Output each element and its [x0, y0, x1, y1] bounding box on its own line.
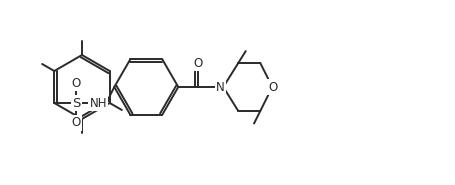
Text: NH: NH	[90, 97, 107, 110]
Text: O: O	[71, 117, 81, 130]
Text: O: O	[71, 77, 81, 90]
Text: O: O	[268, 80, 278, 93]
Text: N: N	[216, 80, 225, 93]
Text: S: S	[72, 97, 81, 110]
Text: O: O	[194, 56, 203, 70]
